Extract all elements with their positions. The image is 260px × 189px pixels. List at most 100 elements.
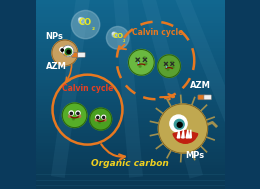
Bar [36, 104, 224, 107]
Circle shape [79, 18, 82, 21]
Polygon shape [182, 130, 184, 138]
Circle shape [167, 69, 169, 70]
Bar [36, 9, 224, 13]
Bar [36, 183, 224, 186]
Circle shape [103, 116, 105, 119]
Bar [36, 157, 224, 161]
Bar [36, 186, 224, 189]
Bar [36, 25, 224, 28]
Bar [36, 180, 224, 183]
Bar [36, 69, 224, 72]
Circle shape [63, 46, 73, 56]
Circle shape [96, 116, 98, 118]
Circle shape [102, 115, 106, 119]
Bar [36, 98, 224, 101]
Bar [36, 72, 224, 76]
Bar [36, 126, 224, 129]
Bar [36, 19, 224, 22]
Circle shape [60, 47, 64, 52]
Bar [36, 148, 224, 151]
Text: CO: CO [112, 33, 123, 39]
Circle shape [69, 111, 73, 115]
Bar [36, 47, 224, 50]
Circle shape [104, 119, 106, 121]
Circle shape [174, 119, 184, 129]
Bar [36, 110, 224, 113]
Bar [36, 38, 224, 41]
Bar [36, 32, 224, 35]
Bar [36, 13, 224, 16]
Circle shape [158, 104, 207, 153]
Circle shape [62, 103, 87, 128]
Circle shape [104, 119, 105, 121]
Circle shape [145, 63, 147, 65]
FancyBboxPatch shape [198, 95, 205, 100]
Circle shape [61, 49, 63, 51]
Circle shape [70, 112, 72, 114]
Bar [36, 50, 224, 53]
Circle shape [72, 10, 100, 39]
Circle shape [75, 113, 77, 115]
Bar [36, 53, 224, 57]
Circle shape [172, 66, 174, 68]
Bar [36, 79, 224, 82]
FancyBboxPatch shape [72, 52, 79, 57]
Polygon shape [189, 130, 191, 138]
Bar [36, 44, 224, 47]
Circle shape [52, 40, 78, 66]
Bar [36, 41, 224, 44]
Bar [36, 151, 224, 154]
Circle shape [139, 65, 141, 67]
Bar [36, 28, 224, 32]
Circle shape [144, 57, 146, 59]
Circle shape [90, 108, 112, 130]
Text: Calvin cycle: Calvin cycle [132, 28, 183, 37]
Polygon shape [177, 130, 180, 138]
Bar [36, 22, 224, 25]
Bar [36, 91, 224, 94]
Bar [36, 3, 224, 6]
Text: MPs: MPs [186, 151, 205, 160]
Circle shape [95, 119, 98, 121]
Circle shape [112, 32, 115, 35]
FancyBboxPatch shape [204, 95, 211, 100]
Bar [36, 170, 224, 173]
Bar [36, 173, 224, 176]
Bar [36, 120, 224, 123]
Circle shape [101, 117, 103, 119]
Circle shape [78, 115, 81, 118]
Circle shape [170, 115, 187, 132]
Bar [36, 154, 224, 157]
Bar [36, 6, 224, 9]
Bar [36, 145, 224, 148]
Bar [36, 101, 224, 104]
Bar [36, 57, 224, 60]
Bar [36, 88, 224, 91]
FancyBboxPatch shape [78, 52, 85, 57]
Circle shape [128, 50, 154, 75]
Circle shape [67, 50, 70, 53]
Circle shape [76, 111, 80, 115]
Bar [36, 123, 224, 126]
Text: CO: CO [79, 18, 92, 27]
Circle shape [158, 55, 180, 77]
Bar [36, 16, 224, 19]
Circle shape [77, 110, 79, 112]
Text: AZM: AZM [190, 81, 211, 91]
Wedge shape [173, 130, 198, 143]
Circle shape [177, 122, 182, 127]
Text: ₂: ₂ [92, 25, 95, 31]
Circle shape [171, 61, 173, 63]
Circle shape [106, 26, 129, 49]
Bar [36, 60, 224, 63]
Text: Calvin cycle: Calvin cycle [62, 84, 113, 93]
Bar [36, 117, 224, 120]
Text: ₂: ₂ [122, 38, 125, 43]
Text: NPs: NPs [46, 32, 63, 41]
Bar [36, 82, 224, 85]
Circle shape [77, 112, 79, 115]
Circle shape [136, 59, 139, 61]
Circle shape [79, 18, 85, 24]
Circle shape [99, 122, 100, 123]
Bar [36, 85, 224, 88]
